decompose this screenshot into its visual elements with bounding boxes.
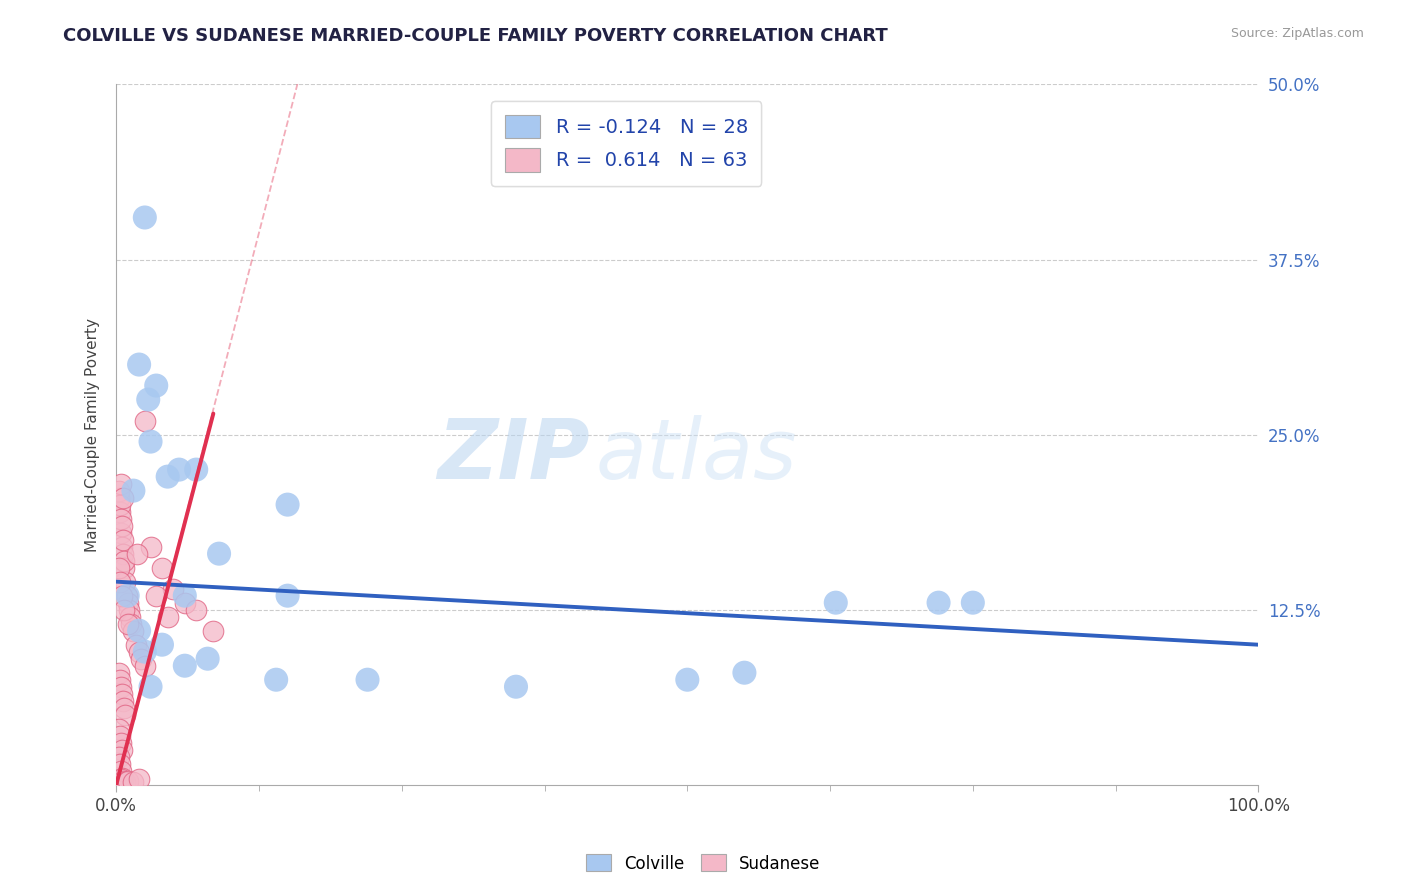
Point	[208, 547, 231, 561]
Text: atlas: atlas	[596, 415, 797, 496]
Point	[112, 602, 135, 616]
Point	[824, 596, 846, 610]
Point	[117, 589, 139, 603]
Point	[112, 773, 135, 788]
Point	[110, 525, 132, 540]
Point	[114, 707, 136, 722]
Point	[202, 624, 225, 638]
Legend: R = -0.124   N = 28, R =  0.614   N = 63: R = -0.124 N = 28, R = 0.614 N = 63	[492, 101, 762, 186]
Point	[117, 773, 139, 788]
Text: Source: ZipAtlas.com: Source: ZipAtlas.com	[1230, 27, 1364, 40]
Point	[107, 560, 129, 574]
Point	[122, 775, 145, 789]
Point	[115, 589, 138, 603]
Point	[117, 596, 139, 610]
Legend: Colville, Sudanese: Colville, Sudanese	[579, 847, 827, 880]
Point	[110, 511, 132, 525]
Point	[108, 673, 131, 687]
Point	[277, 498, 299, 512]
Point	[110, 736, 132, 750]
Point	[114, 775, 136, 789]
Point	[173, 658, 195, 673]
Point	[505, 680, 527, 694]
Point	[108, 505, 131, 519]
Point	[128, 358, 150, 372]
Point	[128, 772, 150, 786]
Point	[134, 211, 156, 225]
Point	[186, 602, 208, 616]
Point	[928, 596, 950, 610]
Point	[173, 589, 195, 603]
Point	[134, 414, 156, 428]
Text: ZIP: ZIP	[437, 415, 591, 496]
Point	[139, 680, 162, 694]
Point	[156, 469, 179, 483]
Point	[114, 574, 136, 589]
Point	[107, 665, 129, 680]
Point	[676, 673, 699, 687]
Point	[110, 772, 132, 786]
Point	[186, 462, 208, 476]
Point	[108, 729, 131, 743]
Point	[128, 624, 150, 638]
Point	[197, 651, 219, 665]
Point	[145, 378, 167, 392]
Point	[150, 560, 173, 574]
Point	[111, 540, 134, 554]
Point	[277, 589, 299, 603]
Point	[112, 491, 135, 505]
Point	[139, 434, 162, 449]
Point	[145, 589, 167, 603]
Point	[107, 773, 129, 788]
Point	[150, 638, 173, 652]
Point	[128, 645, 150, 659]
Point	[356, 673, 378, 687]
Point	[111, 589, 134, 603]
Point	[122, 483, 145, 498]
Point	[120, 616, 142, 631]
Point	[118, 609, 141, 624]
Point	[112, 547, 135, 561]
Point	[111, 518, 134, 533]
Point	[110, 680, 132, 694]
Point	[962, 596, 984, 610]
Point	[117, 616, 139, 631]
Text: COLVILLE VS SUDANESE MARRIED-COUPLE FAMILY POVERTY CORRELATION CHART: COLVILLE VS SUDANESE MARRIED-COUPLE FAMI…	[63, 27, 889, 45]
Point	[125, 547, 148, 561]
Point	[173, 596, 195, 610]
Point	[108, 775, 131, 789]
Point	[108, 498, 131, 512]
Point	[112, 700, 135, 714]
Point	[110, 764, 132, 778]
Point	[156, 609, 179, 624]
Y-axis label: Married-Couple Family Poverty: Married-Couple Family Poverty	[86, 318, 100, 551]
Point	[162, 582, 184, 596]
Point	[122, 624, 145, 638]
Point	[167, 462, 190, 476]
Point	[108, 574, 131, 589]
Point	[139, 540, 162, 554]
Point	[112, 560, 135, 574]
Point	[134, 658, 156, 673]
Point	[131, 651, 153, 665]
Point	[264, 673, 287, 687]
Point	[107, 483, 129, 498]
Point	[111, 743, 134, 757]
Point	[111, 687, 134, 701]
Point	[110, 476, 132, 491]
Point	[107, 491, 129, 505]
Point	[112, 533, 135, 547]
Point	[125, 638, 148, 652]
Point	[111, 771, 134, 785]
Point	[112, 554, 135, 568]
Point	[107, 749, 129, 764]
Point	[112, 694, 135, 708]
Point	[118, 602, 141, 616]
Point	[733, 665, 755, 680]
Point	[136, 392, 159, 407]
Point	[134, 645, 156, 659]
Point	[107, 722, 129, 736]
Point	[108, 756, 131, 771]
